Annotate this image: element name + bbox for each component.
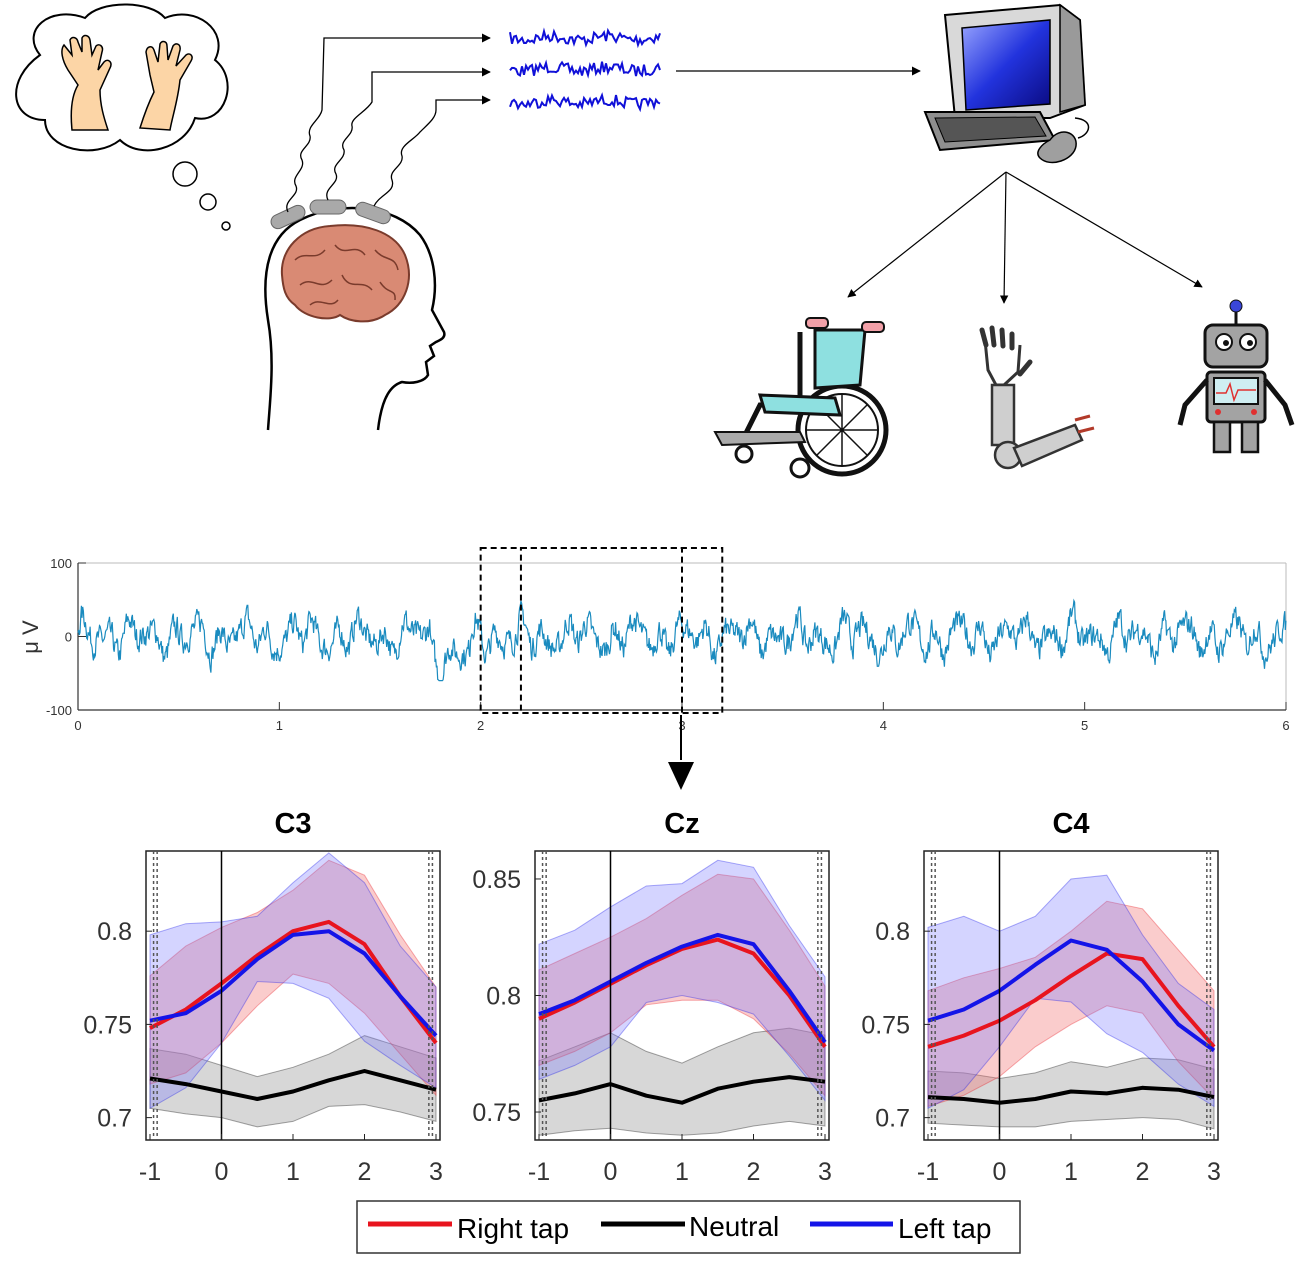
wheelchair-icon — [713, 317, 889, 479]
eeg-signals-icon — [509, 27, 921, 113]
line-neutral — [149, 1069, 437, 1101]
analysis-window — [519, 547, 724, 714]
computer-icon — [847, 3, 1203, 304]
panel-xtick-label: 0 — [215, 1158, 229, 1186]
panel-ytick-label: 0.8 — [875, 918, 910, 946]
eeg-xtick-label: 1 — [276, 718, 283, 733]
panel-ytick-label: 0.75 — [861, 1011, 910, 1039]
eeg-series-line — [77, 598, 1287, 682]
eeg-ylabel: μ V — [18, 620, 43, 654]
legend-label-right-tap: Right tap — [457, 1213, 569, 1244]
panel-xtick-label: -1 — [139, 1158, 161, 1186]
panel-xtick-label: -1 — [528, 1158, 550, 1186]
analysis-window — [479, 547, 683, 714]
chart-c4: C4 0.8 0.75 0.7-1 0 1 2 3 — [861, 808, 1221, 1186]
legend-label-left-tap: Left tap — [898, 1213, 991, 1244]
line-right-tap — [538, 937, 827, 1048]
panel-ytick-label: 0.75 — [83, 1011, 132, 1039]
panel-xtick-label: 0 — [993, 1158, 1007, 1186]
line-neutral — [927, 1085, 1215, 1105]
eeg-ytick-label: -100 — [46, 703, 72, 718]
eeg-ytick-label: 0 — [65, 630, 72, 645]
eeg-xtick-label: 5 — [1081, 718, 1088, 733]
panel-title: Cz — [664, 808, 699, 840]
panel-ytick-label: 0.85 — [472, 866, 521, 894]
line-left-tap — [149, 929, 438, 1037]
line-left-tap — [927, 938, 1216, 1053]
panel-xtick-label: 3 — [1207, 1158, 1221, 1186]
panel-xtick-label: 2 — [747, 1158, 761, 1186]
imagined-hand-movement-icon — [15, 3, 231, 231]
panel-xtick-label: 1 — [286, 1158, 300, 1186]
panel-xtick-label: 1 — [1064, 1158, 1078, 1186]
panel-xtick-label: 0 — [604, 1158, 618, 1186]
eeg-xtick-label: 4 — [880, 718, 887, 733]
panel-ytick-label: 0.7 — [97, 1105, 132, 1133]
brain-icon — [264, 33, 491, 431]
eeg-xtick-label: 2 — [477, 718, 484, 733]
panel-title: C3 — [274, 808, 311, 840]
panel-ytick-label: 0.8 — [486, 983, 521, 1011]
panel-xtick-label: 3 — [429, 1158, 443, 1186]
line-neutral — [538, 1075, 826, 1105]
panel-ytick-label: 0.75 — [472, 1099, 521, 1127]
panel-ytick-label: 0.7 — [875, 1105, 910, 1133]
panel-xtick-label: 3 — [818, 1158, 832, 1186]
prosthetic-arm-icon — [979, 325, 1095, 470]
legend: Right tap Neutral Left tap — [356, 1200, 1021, 1254]
panel-xtick-label: 2 — [1136, 1158, 1150, 1186]
panel-xtick-label: 1 — [675, 1158, 689, 1186]
arrow-down-icon — [668, 762, 694, 790]
line-right-tap — [927, 951, 1216, 1049]
eeg-ytick-label: 100 — [50, 556, 72, 571]
line-left-tap — [538, 932, 827, 1044]
chart-c3: C3 0.8 0.75 0.7-1 0 1 2 3 — [83, 808, 443, 1186]
eeg-xtick-label: 6 — [1282, 718, 1289, 733]
panel-xtick-label: 2 — [358, 1158, 372, 1186]
panel-title: C4 — [1052, 808, 1089, 840]
chart-cz: Cz 0.85 0.8 0.75 -1 0 1 2 3 — [472, 808, 832, 1186]
robot-icon — [1177, 299, 1295, 454]
panel-ytick-label: 0.8 — [97, 918, 132, 946]
legend-label-neutral: Neutral — [689, 1211, 779, 1242]
panel-xtick-label: -1 — [917, 1158, 939, 1186]
eeg-xtick-label: 0 — [74, 718, 81, 733]
